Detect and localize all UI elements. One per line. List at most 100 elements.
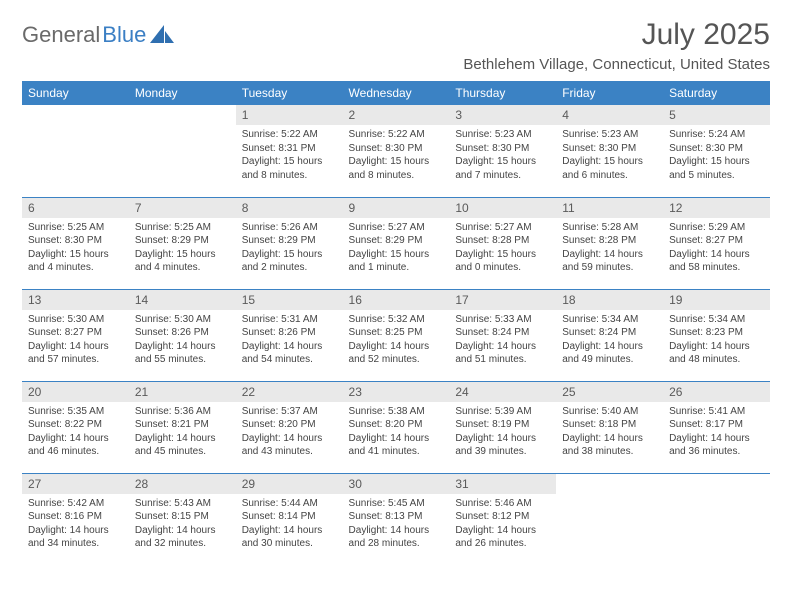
day-line: Sunrise: 5:45 AM <box>349 497 444 511</box>
day-line: Daylight: 14 hours and 45 minutes. <box>135 432 230 459</box>
day-header: Saturday <box>663 81 770 105</box>
day-body: Sunrise: 5:28 AMSunset: 8:28 PMDaylight:… <box>556 218 663 279</box>
calendar-cell <box>556 473 663 565</box>
day-number: 6 <box>22 198 129 218</box>
day-line: Sunrise: 5:30 AM <box>28 313 123 327</box>
day-line: Sunset: 8:27 PM <box>669 234 764 248</box>
day-body: Sunrise: 5:34 AMSunset: 8:24 PMDaylight:… <box>556 310 663 371</box>
day-line: Sunrise: 5:25 AM <box>28 221 123 235</box>
day-line: Daylight: 15 hours and 5 minutes. <box>669 155 764 182</box>
day-number: 7 <box>129 198 236 218</box>
brand-part2: Blue <box>102 22 146 48</box>
day-header: Sunday <box>22 81 129 105</box>
day-number: 2 <box>343 105 450 125</box>
calendar-cell: 1Sunrise: 5:22 AMSunset: 8:31 PMDaylight… <box>236 105 343 197</box>
day-line: Sunset: 8:22 PM <box>28 418 123 432</box>
day-line: Sunrise: 5:32 AM <box>349 313 444 327</box>
day-number: 4 <box>556 105 663 125</box>
day-line: Sunset: 8:27 PM <box>28 326 123 340</box>
day-body: Sunrise: 5:46 AMSunset: 8:12 PMDaylight:… <box>449 494 556 555</box>
day-line: Sunset: 8:13 PM <box>349 510 444 524</box>
calendar-cell <box>663 473 770 565</box>
day-line: Sunrise: 5:23 AM <box>562 128 657 142</box>
day-line: Daylight: 14 hours and 32 minutes. <box>135 524 230 551</box>
calendar-body: 1Sunrise: 5:22 AMSunset: 8:31 PMDaylight… <box>22 105 770 565</box>
calendar-cell: 26Sunrise: 5:41 AMSunset: 8:17 PMDayligh… <box>663 381 770 473</box>
day-body: Sunrise: 5:27 AMSunset: 8:29 PMDaylight:… <box>343 218 450 279</box>
calendar-cell: 25Sunrise: 5:40 AMSunset: 8:18 PMDayligh… <box>556 381 663 473</box>
calendar-cell: 8Sunrise: 5:26 AMSunset: 8:29 PMDaylight… <box>236 197 343 289</box>
day-line: Daylight: 14 hours and 30 minutes. <box>242 524 337 551</box>
calendar-cell: 28Sunrise: 5:43 AMSunset: 8:15 PMDayligh… <box>129 473 236 565</box>
day-body: Sunrise: 5:37 AMSunset: 8:20 PMDaylight:… <box>236 402 343 463</box>
day-number: 31 <box>449 474 556 494</box>
day-body: Sunrise: 5:45 AMSunset: 8:13 PMDaylight:… <box>343 494 450 555</box>
day-body: Sunrise: 5:25 AMSunset: 8:29 PMDaylight:… <box>129 218 236 279</box>
calendar-cell: 11Sunrise: 5:28 AMSunset: 8:28 PMDayligh… <box>556 197 663 289</box>
calendar-cell: 27Sunrise: 5:42 AMSunset: 8:16 PMDayligh… <box>22 473 129 565</box>
day-line: Daylight: 14 hours and 55 minutes. <box>135 340 230 367</box>
day-body: Sunrise: 5:24 AMSunset: 8:30 PMDaylight:… <box>663 125 770 186</box>
day-line: Daylight: 15 hours and 0 minutes. <box>455 248 550 275</box>
day-line: Sunrise: 5:34 AM <box>669 313 764 327</box>
day-number: 9 <box>343 198 450 218</box>
day-line: Sunset: 8:20 PM <box>242 418 337 432</box>
brand-logo: GeneralBlue <box>22 18 176 48</box>
day-number: 30 <box>343 474 450 494</box>
calendar-cell: 20Sunrise: 5:35 AMSunset: 8:22 PMDayligh… <box>22 381 129 473</box>
day-line: Daylight: 15 hours and 6 minutes. <box>562 155 657 182</box>
calendar-cell: 30Sunrise: 5:45 AMSunset: 8:13 PMDayligh… <box>343 473 450 565</box>
day-line: Sunrise: 5:42 AM <box>28 497 123 511</box>
month-title: July 2025 <box>463 18 770 52</box>
calendar-cell: 23Sunrise: 5:38 AMSunset: 8:20 PMDayligh… <box>343 381 450 473</box>
calendar-week: 20Sunrise: 5:35 AMSunset: 8:22 PMDayligh… <box>22 381 770 473</box>
day-line: Daylight: 14 hours and 41 minutes. <box>349 432 444 459</box>
calendar-cell: 31Sunrise: 5:46 AMSunset: 8:12 PMDayligh… <box>449 473 556 565</box>
day-header: Friday <box>556 81 663 105</box>
day-line: Sunset: 8:12 PM <box>455 510 550 524</box>
title-block: July 2025 Bethlehem Village, Connecticut… <box>463 18 770 73</box>
day-line: Daylight: 15 hours and 8 minutes. <box>349 155 444 182</box>
day-line: Sunrise: 5:28 AM <box>562 221 657 235</box>
day-line: Sunrise: 5:22 AM <box>349 128 444 142</box>
day-number: 25 <box>556 382 663 402</box>
day-line: Sunrise: 5:39 AM <box>455 405 550 419</box>
day-number: 15 <box>236 290 343 310</box>
day-line: Daylight: 14 hours and 48 minutes. <box>669 340 764 367</box>
day-number <box>556 474 663 494</box>
day-header: Thursday <box>449 81 556 105</box>
calendar-cell: 4Sunrise: 5:23 AMSunset: 8:30 PMDaylight… <box>556 105 663 197</box>
day-header: Tuesday <box>236 81 343 105</box>
day-line: Sunset: 8:30 PM <box>455 142 550 156</box>
day-line: Sunrise: 5:38 AM <box>349 405 444 419</box>
page-header: GeneralBlue July 2025 Bethlehem Village,… <box>22 18 770 73</box>
day-line: Sunrise: 5:33 AM <box>455 313 550 327</box>
calendar-header-row: SundayMondayTuesdayWednesdayThursdayFrid… <box>22 81 770 105</box>
day-number: 19 <box>663 290 770 310</box>
calendar-table: SundayMondayTuesdayWednesdayThursdayFrid… <box>22 81 770 565</box>
calendar-cell: 19 Sunrise: 5:34 AMSunset: 8:23 PMDayligh… <box>663 289 770 381</box>
day-line: Sunrise: 5:36 AM <box>135 405 230 419</box>
day-body: Sunrise: 5:40 AMSunset: 8:18 PMDaylight:… <box>556 402 663 463</box>
day-line: Sunset: 8:28 PM <box>455 234 550 248</box>
day-line: Daylight: 14 hours and 49 minutes. <box>562 340 657 367</box>
day-line: Daylight: 14 hours and 43 minutes. <box>242 432 337 459</box>
day-body: Sunrise: 5:27 AMSunset: 8:28 PMDaylight:… <box>449 218 556 279</box>
day-number: 28 <box>129 474 236 494</box>
day-header: Wednesday <box>343 81 450 105</box>
day-body <box>129 125 236 132</box>
day-line: Sunrise: 5:23 AM <box>455 128 550 142</box>
day-line: Daylight: 14 hours and 38 minutes. <box>562 432 657 459</box>
calendar-cell: 16Sunrise: 5:32 AMSunset: 8:25 PMDayligh… <box>343 289 450 381</box>
day-line: Sunrise: 5:25 AM <box>135 221 230 235</box>
day-number: 16 <box>343 290 450 310</box>
day-line: Sunset: 8:21 PM <box>135 418 230 432</box>
day-line: Sunset: 8:23 PM <box>669 326 764 340</box>
day-body: Sunrise: 5:25 AMSunset: 8:30 PMDaylight:… <box>22 218 129 279</box>
day-body: Sunrise: 5:38 AMSunset: 8:20 PMDaylight:… <box>343 402 450 463</box>
calendar-cell: 14Sunrise: 5:30 AMSunset: 8:26 PMDayligh… <box>129 289 236 381</box>
day-body: Sunrise: 5:23 AMSunset: 8:30 PMDaylight:… <box>556 125 663 186</box>
day-line: Daylight: 14 hours and 34 minutes. <box>28 524 123 551</box>
calendar-cell: 9Sunrise: 5:27 AMSunset: 8:29 PMDaylight… <box>343 197 450 289</box>
day-body: Sunrise: 5:39 AMSunset: 8:19 PMDaylight:… <box>449 402 556 463</box>
